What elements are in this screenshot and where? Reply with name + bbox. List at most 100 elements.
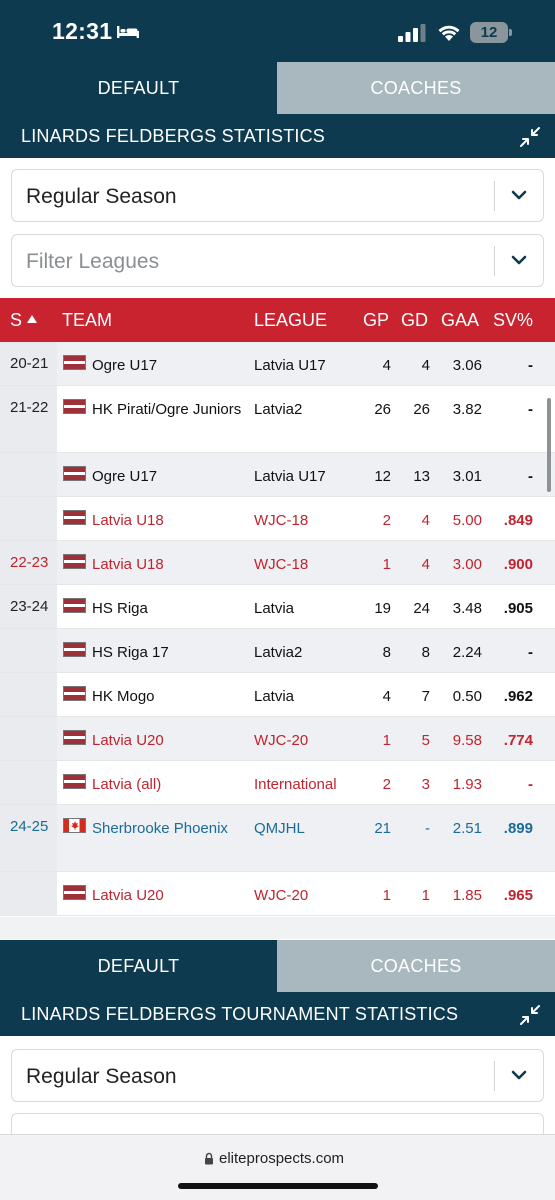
games-played-cell: 1: [382, 732, 391, 749]
season-type-value: Regular Season: [26, 1065, 177, 1088]
table-row: 20-21 Ogre U17 Latvia U17 4 4 3.06 -: [0, 342, 555, 386]
tab-default[interactable]: DEFAULT: [0, 940, 277, 992]
chevron-down-icon[interactable]: [511, 189, 527, 201]
goals-against-average-cell: 0.50: [452, 688, 482, 705]
season-cell: 22-23: [0, 541, 57, 584]
games-dressed-cell: 13: [413, 468, 430, 485]
save-percentage-cell: .849: [503, 512, 533, 529]
save-percentage-cell: .900: [503, 556, 533, 573]
table-row: HK Mogo Latvia 4 7 0.50 .962: [0, 673, 555, 717]
save-percentage-cell: .899: [503, 820, 533, 837]
tournament-season-type-select[interactable]: Regular Season: [11, 1049, 544, 1102]
league-link[interactable]: Latvia U17: [254, 357, 326, 374]
team-link[interactable]: Ogre U17: [92, 357, 158, 374]
column-header-team[interactable]: TEAM: [62, 310, 113, 330]
latvia-flag-icon: [63, 510, 86, 525]
league-link[interactable]: Latvia: [254, 600, 295, 617]
tournament-stats-tabs: DEFAULT COACHES: [0, 940, 555, 992]
browser-url-bar[interactable]: eliteprospects.com: [0, 1134, 555, 1200]
table-row: Latvia U20 WJC-20 1 1 1.85 .965: [0, 872, 555, 916]
page-title: LINARDS FELDBERGS STATISTICS: [21, 126, 325, 146]
games-played-cell: 4: [382, 688, 391, 705]
league-link[interactable]: Latvia2: [254, 644, 303, 661]
battery-level: 12: [470, 22, 508, 43]
games-played-cell: 1: [382, 887, 391, 904]
latvia-flag-icon: [63, 466, 86, 481]
goals-against-average-cell: 1.93: [452, 776, 482, 793]
table-row: 23-24 HS Riga Latvia 19 24 3.48 .905: [0, 585, 555, 629]
chevron-down-icon[interactable]: [511, 254, 527, 266]
team-link[interactable]: HK Mogo: [92, 688, 155, 705]
season-cell: [0, 497, 57, 540]
league-link[interactable]: Latvia: [254, 688, 295, 705]
canada-flag-icon: [63, 818, 86, 833]
chevron-down-icon[interactable]: [511, 1069, 527, 1081]
games-dressed-cell: 4: [421, 556, 430, 573]
wifi-icon: [438, 25, 460, 41]
save-percentage-cell: .965: [503, 887, 533, 904]
tab-coaches[interactable]: COACHES: [277, 940, 555, 992]
team-link[interactable]: Latvia (all): [92, 776, 162, 793]
column-header-league[interactable]: LEAGUE: [254, 310, 328, 330]
collapse-icon[interactable]: [519, 126, 541, 148]
season-label: 23-24: [10, 598, 49, 615]
league-link[interactable]: WJC-20: [254, 887, 309, 904]
cellular-signal-icon: [398, 24, 426, 42]
league-link[interactable]: WJC-18: [254, 556, 309, 573]
team-link[interactable]: HS Riga 17: [92, 644, 169, 661]
games-played-cell: 21: [374, 820, 391, 837]
status-time: 12:31: [52, 18, 113, 44]
team-link[interactable]: Latvia U18: [92, 512, 164, 529]
home-indicator[interactable]: [178, 1183, 378, 1189]
save-percentage-cell: .774: [503, 732, 533, 749]
team-link[interactable]: HK Pirati/Ogre Juniors: [92, 401, 242, 418]
games-played-cell: 26: [374, 401, 391, 418]
goals-against-average-cell: 3.82: [452, 401, 482, 418]
league-link[interactable]: WJC-20: [254, 732, 309, 749]
tab-coaches[interactable]: COACHES: [277, 62, 555, 114]
column-header-season[interactable]: S: [10, 310, 23, 330]
column-header-gaa[interactable]: GAA: [441, 310, 480, 330]
goals-against-average-cell: 3.01: [452, 468, 482, 485]
league-link[interactable]: WJC-18: [254, 512, 309, 529]
goals-against-average-cell: 1.85: [452, 887, 482, 904]
table-row: 21-22 HK Pirati/Ogre Juniors Latvia2 26 26 3.…: [0, 386, 555, 453]
league-link[interactable]: QMJHL: [254, 820, 305, 837]
battery-indicator: 12: [470, 22, 512, 43]
save-percentage-cell: -: [528, 401, 533, 418]
stats-header: LINARDS FELDBERGS STATISTICS: [0, 114, 555, 158]
select-divider: [494, 181, 495, 211]
goals-against-average-cell: 3.06: [452, 357, 482, 374]
team-link[interactable]: Latvia U20: [92, 887, 164, 904]
league-link[interactable]: Latvia2: [254, 401, 303, 418]
table-row: Latvia U18 WJC-18 2 4 5.00 .849: [0, 497, 555, 541]
season-type-select[interactable]: Regular Season: [11, 169, 544, 222]
column-header-svp[interactable]: SV%: [493, 310, 534, 330]
goals-against-average-cell: 5.00: [452, 512, 482, 529]
team-link[interactable]: Latvia U20: [92, 732, 164, 749]
team-link[interactable]: Ogre U17: [92, 468, 158, 485]
maple-leaf-icon: [71, 821, 79, 830]
collapse-icon[interactable]: [519, 1004, 541, 1026]
league-link[interactable]: International: [254, 776, 337, 793]
team-link[interactable]: HS Riga: [92, 600, 148, 617]
season-cell: 20-21: [0, 342, 57, 385]
latvia-flag-icon: [63, 598, 86, 613]
lock-icon: [205, 1152, 213, 1165]
goals-against-average-cell: 3.48: [452, 600, 482, 617]
save-percentage-cell: .962: [503, 688, 533, 705]
save-percentage-cell: -: [528, 776, 533, 793]
column-header-gp[interactable]: GP: [363, 310, 390, 330]
games-dressed-cell: -: [425, 820, 430, 837]
season-label: 20-21: [10, 355, 49, 372]
tab-default[interactable]: DEFAULT: [0, 62, 277, 114]
league-link[interactable]: Latvia U17: [254, 468, 326, 485]
table-scrollbar[interactable]: [547, 398, 551, 492]
team-link[interactable]: Latvia U18: [92, 556, 164, 573]
table-header: S TEAM LEAGUE GP GD GAA SV%: [0, 298, 555, 342]
sort-ascending-icon: [27, 315, 37, 323]
league-filter-select[interactable]: Filter Leagues: [11, 234, 544, 287]
team-link[interactable]: Sherbrooke Phoenix: [92, 820, 228, 837]
column-header-gd[interactable]: GD: [401, 310, 428, 330]
season-cell: 24-25: [0, 805, 57, 871]
